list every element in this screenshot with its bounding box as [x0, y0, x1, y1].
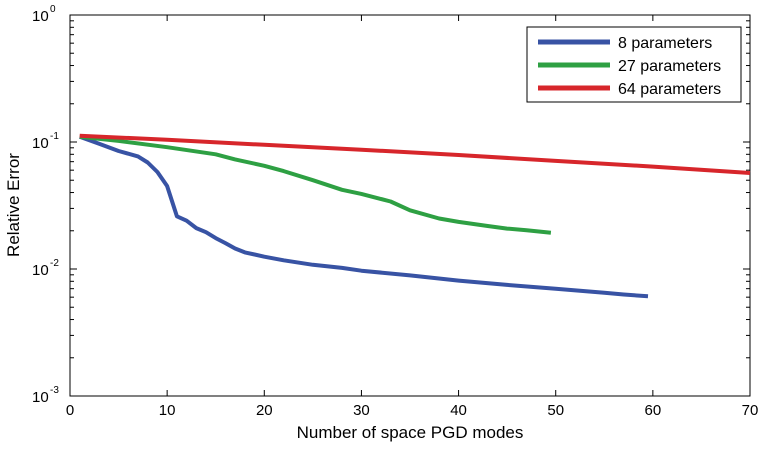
x-tick-label: 20: [256, 402, 273, 419]
y-tick-exponent: -2: [50, 258, 59, 269]
x-tick-label: 60: [645, 402, 662, 419]
y-tick-exponent: 0: [50, 4, 56, 15]
series-layer: [79, 133, 751, 299]
y-axis-title: Relative Error: [4, 153, 23, 257]
y-tick-label: 10: [32, 8, 49, 25]
y-tick-label: 10: [32, 135, 49, 152]
legend-label-8-parameters: 8 parameters: [618, 35, 712, 52]
series-line-64-parameters: [79, 133, 751, 175]
series-line-27-parameters: [79, 134, 552, 235]
y-tick-label: 10: [32, 262, 49, 279]
y-tick-exponent: -3: [50, 385, 59, 396]
x-tick-label: 0: [66, 402, 74, 419]
legend: 8 parameters 27 parameters 64 parameters: [526, 26, 742, 103]
x-tick-label: 70: [742, 402, 759, 419]
legend-label-27-parameters: 27 parameters: [618, 58, 721, 75]
x-tick-label: 10: [159, 402, 176, 419]
x-tick-label: 40: [450, 402, 467, 419]
x-tick-label: 50: [547, 402, 564, 419]
x-tick-label: 30: [353, 402, 370, 419]
y-tick-label: 10: [32, 389, 49, 406]
x-axis-title: Number of space PGD modes: [297, 423, 524, 442]
y-tick-exponent: -1: [50, 131, 59, 142]
legend-label-64-parameters: 64 parameters: [618, 81, 721, 98]
series-line-8-parameters: [79, 134, 649, 299]
